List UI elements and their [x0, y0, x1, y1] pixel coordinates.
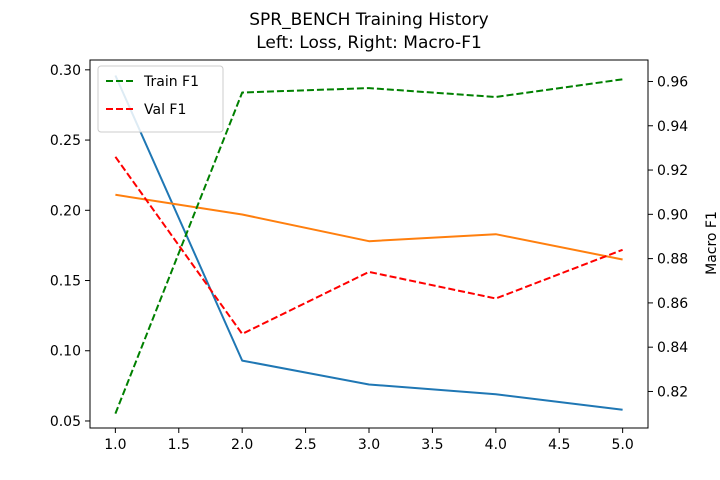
y-left-tick-label: 0.30: [50, 63, 81, 79]
x-tick-label: 3.0: [358, 437, 380, 453]
legend-label: Val F1: [144, 102, 186, 118]
y-right-tick-label: 0.94: [657, 119, 688, 135]
y-left-tick-label: 0.05: [50, 414, 81, 430]
x-tick-label: 5.0: [612, 437, 634, 453]
x-tick-label: 1.0: [104, 437, 126, 453]
chart-title: SPR_BENCH Training History: [249, 10, 489, 30]
legend-label: Train F1: [143, 74, 199, 90]
legend: Train F1 Val F1: [97, 65, 224, 133]
y-left-tick-label: 0.10: [50, 344, 81, 360]
y-right-tick-label: 0.92: [657, 163, 688, 179]
y-right-tick-label: 0.84: [657, 340, 688, 356]
y-right-tick-label: 0.82: [657, 384, 688, 400]
y-right-tick-label: 0.86: [657, 296, 688, 312]
x-tick-label: 2.0: [231, 437, 253, 453]
y-right-tick-label: 0.88: [657, 252, 688, 268]
chart-subtitle: Left: Loss, Right: Macro-F1: [256, 33, 482, 53]
y-right-tick-label: 0.96: [657, 74, 688, 90]
series-line-2: [115, 193, 623, 261]
y-left-tick-label: 0.20: [50, 203, 81, 219]
x-tick-label: 4.0: [485, 437, 507, 453]
y-left-tick-label: 0.15: [50, 274, 81, 290]
plot-area: 1.0 1.5 2.0 2.5 3.0 3.5 4.0 4.5 5.0 0.05 0.10 0.15 0…: [50, 59, 688, 453]
y-left-tick-label: 0.25: [50, 133, 81, 149]
legend-box: [97, 65, 224, 133]
right-axis-label: Macro F1: [704, 211, 720, 275]
series-line-3: [114, 78, 623, 414]
x-tick-label: 1.5: [168, 437, 190, 453]
series-line-1: [114, 75, 623, 411]
x-tick-label: 4.5: [548, 437, 570, 453]
x-tick-label: 3.5: [421, 437, 443, 453]
series-line-4: [114, 156, 623, 335]
y-right-tick-label: 0.90: [657, 207, 688, 223]
x-tick-label: 2.5: [294, 437, 316, 453]
